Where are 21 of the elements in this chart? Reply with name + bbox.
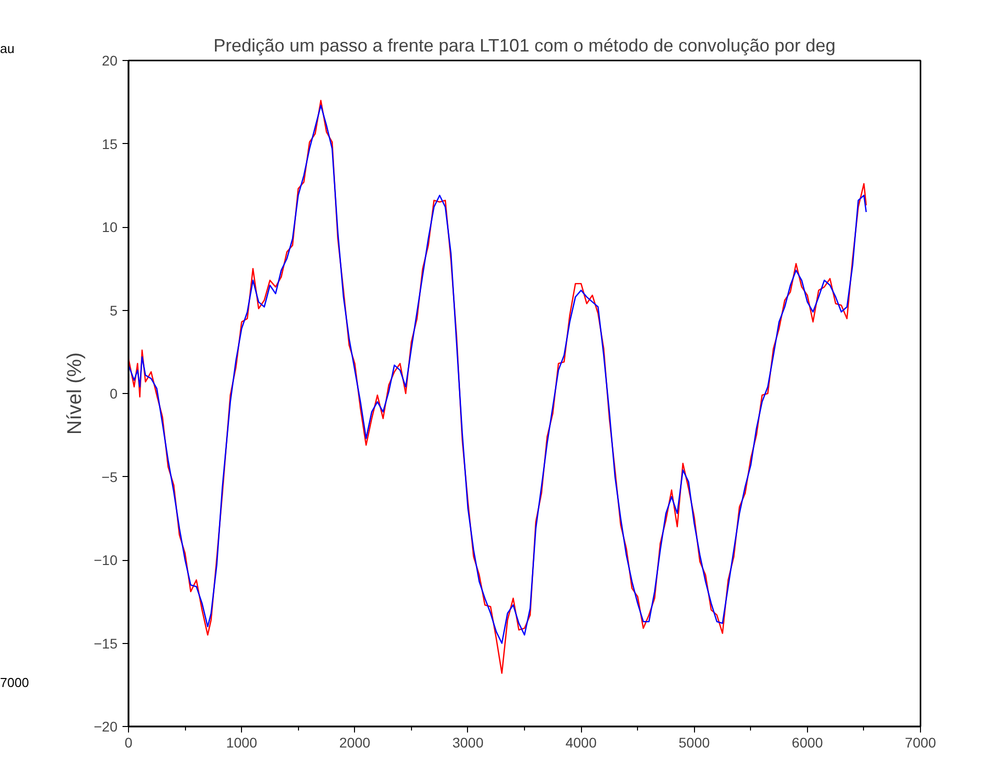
y-tick-label: 10: [102, 219, 118, 235]
y-tick-label: −10: [94, 552, 118, 568]
x-tick-label: 6000: [792, 734, 824, 750]
x-tick-label: 4000: [566, 734, 597, 750]
y-tick-label: −20: [94, 718, 118, 734]
x-tick-label: 0: [124, 734, 133, 750]
y-tick-label: 5: [110, 302, 118, 318]
y-tick-label: −15: [94, 635, 118, 652]
text: 7000: [0, 674, 29, 692]
x-tick-label: 7000: [904, 734, 936, 750]
x-tick-label: 2000: [339, 734, 371, 750]
x-tick-label: 5000: [678, 734, 710, 750]
y-tick-label: 20: [102, 52, 118, 68]
chart-title: Predição um passo a frente para LT101 com o método de convolução por deg: [213, 36, 836, 56]
text: au: [0, 40, 14, 58]
x-tick-label: 1000: [226, 734, 258, 750]
y-tick-label: −5: [102, 468, 118, 485]
y-tick-label: 15: [102, 136, 118, 152]
y-tick-label: 0: [110, 386, 118, 402]
x-tick-label: 3000: [452, 734, 484, 750]
y-axis-title: Nível (%): [64, 352, 86, 435]
